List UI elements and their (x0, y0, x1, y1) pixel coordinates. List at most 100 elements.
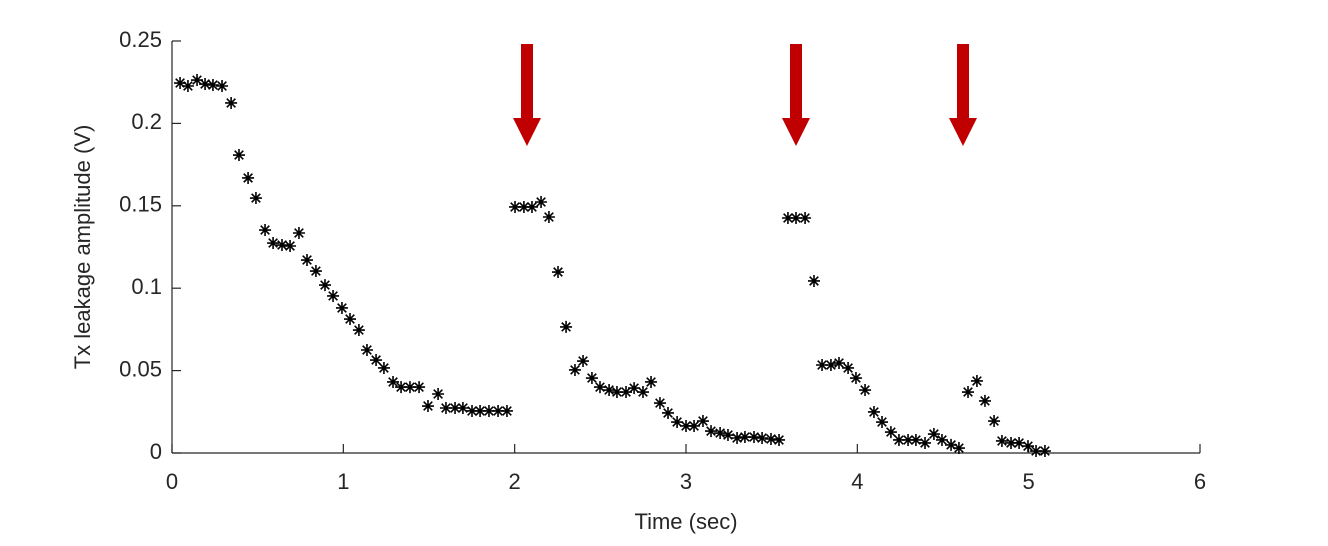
point (849, 372, 862, 385)
point (833, 357, 846, 370)
point (1038, 445, 1051, 458)
point (945, 438, 958, 451)
point (474, 404, 487, 417)
arrow (949, 44, 977, 146)
point (764, 432, 777, 445)
point (731, 432, 744, 445)
point (816, 358, 829, 371)
y-tick-label: 0.15 (119, 192, 162, 217)
point (335, 301, 348, 314)
point (449, 402, 462, 415)
point (978, 394, 991, 407)
point (714, 427, 727, 440)
point (327, 289, 340, 302)
point (439, 402, 452, 415)
point (456, 402, 469, 415)
point (301, 254, 314, 267)
y-tick-label: 0.05 (119, 356, 162, 381)
arrow (782, 44, 810, 146)
point (387, 375, 400, 388)
y-tick-label: 0.25 (119, 27, 162, 52)
point (721, 429, 734, 442)
point (662, 406, 675, 419)
point (909, 433, 922, 446)
y-axis-label: Tx leakage amplitude (V) (70, 125, 95, 370)
point (799, 211, 812, 224)
point (807, 274, 820, 287)
point (748, 431, 761, 444)
point (500, 404, 513, 417)
point (249, 192, 262, 205)
x-tick-label: 5 (1023, 469, 1035, 494)
point (542, 211, 555, 224)
point (525, 200, 538, 213)
point (696, 415, 709, 428)
point (593, 381, 606, 394)
point (560, 320, 573, 333)
point (275, 239, 288, 252)
arrows (513, 44, 977, 146)
point (884, 426, 897, 439)
point (377, 361, 390, 374)
point (995, 434, 1008, 447)
point (225, 96, 238, 109)
point (509, 200, 522, 213)
point (620, 386, 633, 399)
point (344, 313, 357, 326)
arrow (513, 44, 541, 146)
point (284, 240, 297, 253)
point (1013, 436, 1026, 449)
y-tick-label: 0 (150, 439, 162, 464)
point (309, 265, 322, 278)
point (680, 419, 692, 432)
point (610, 386, 623, 399)
point (671, 416, 684, 429)
point (466, 404, 479, 417)
y-tick-label: 0.2 (131, 109, 162, 134)
x-tick-label: 2 (509, 469, 521, 494)
point (174, 77, 187, 90)
point (756, 432, 769, 445)
point (1005, 436, 1018, 449)
point (970, 374, 983, 387)
point (859, 384, 872, 397)
point (789, 211, 802, 224)
point (653, 397, 666, 410)
point (568, 363, 581, 376)
point (927, 428, 940, 441)
point (352, 324, 365, 337)
x-tick-label: 1 (337, 469, 349, 494)
point (259, 224, 272, 237)
point (535, 196, 548, 209)
point (636, 386, 649, 399)
x-tick-label: 3 (680, 469, 692, 494)
point (842, 361, 855, 374)
point (577, 355, 590, 368)
point (492, 404, 505, 417)
point (482, 404, 495, 417)
point (232, 149, 245, 162)
point (552, 266, 565, 279)
point (199, 78, 212, 91)
point (867, 405, 880, 418)
point (1021, 440, 1034, 453)
point (919, 436, 932, 449)
point (688, 419, 701, 432)
point (935, 433, 948, 446)
point (292, 226, 305, 239)
point (191, 74, 204, 87)
point (902, 433, 915, 446)
x-tick-label: 0 (166, 469, 178, 494)
point (824, 358, 837, 371)
x-tick-label: 6 (1194, 469, 1206, 494)
point (585, 372, 598, 385)
point (988, 415, 1001, 428)
point (181, 79, 194, 92)
point (216, 79, 229, 92)
point (403, 381, 416, 394)
point (952, 442, 965, 455)
point (360, 344, 373, 356)
point (1030, 445, 1043, 458)
point (603, 384, 616, 397)
